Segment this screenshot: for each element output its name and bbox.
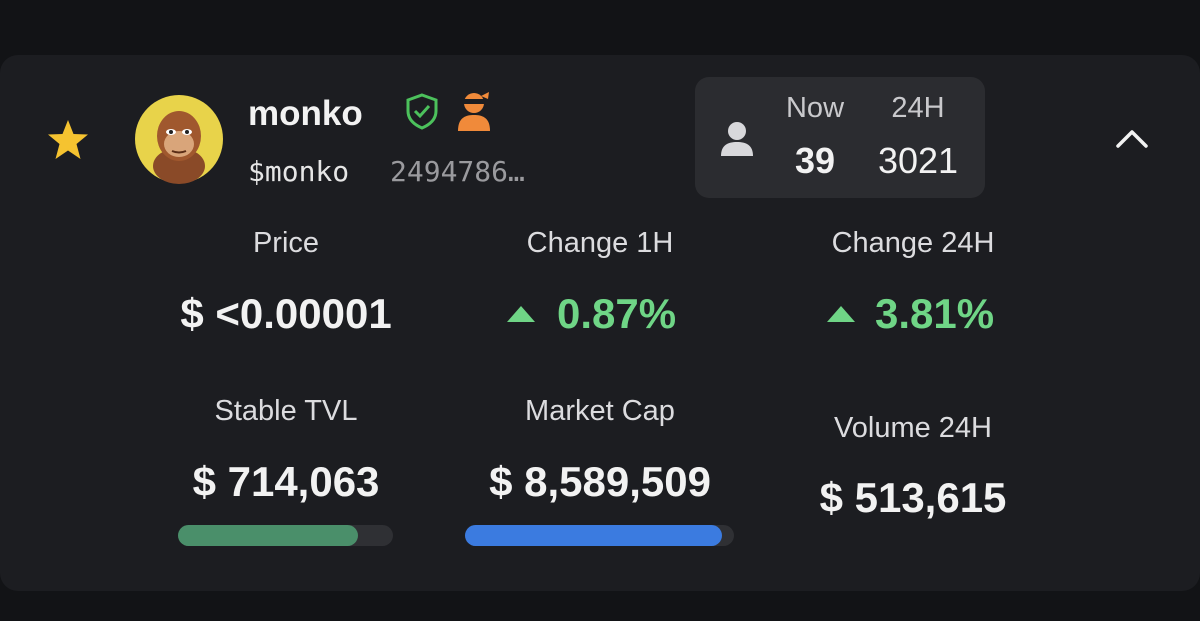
- holders-day: 3021: [877, 140, 959, 181]
- dev-icon: [458, 92, 490, 131]
- up-arrow: [827, 306, 855, 322]
- favorite-star[interactable]: [46, 118, 90, 162]
- holders-day-label: 24H: [891, 92, 945, 124]
- token-avatar: [135, 95, 223, 184]
- stat-value: $ 8,589,509: [489, 458, 711, 505]
- holders-now: 39: [794, 140, 836, 181]
- mcap-bar: [465, 525, 734, 546]
- stat-value: $ 513,615: [819, 474, 1007, 521]
- user-icon: [721, 122, 753, 156]
- token-symbol: $monko: [248, 155, 350, 188]
- tvl-bar-fill: [178, 525, 358, 546]
- stat-label: Market Cap: [525, 395, 675, 427]
- stat-value: 3.81%: [875, 290, 995, 337]
- verified-icon: [406, 93, 438, 130]
- stat-value: $ 714,063: [192, 458, 380, 505]
- tvl-bar: [178, 525, 393, 546]
- stat-value: $ <0.00001: [180, 290, 392, 337]
- token-address[interactable]: 2494786…: [390, 155, 525, 188]
- up-arrow: [507, 306, 535, 322]
- stat-label: Change 1H: [526, 227, 674, 259]
- stat-label: Price: [252, 227, 320, 259]
- stat-label: Stable TVL: [214, 395, 358, 427]
- stat-label: Volume 24H: [834, 412, 992, 444]
- stat-label: Change 24H: [831, 227, 995, 259]
- mcap-bar-fill: [465, 525, 722, 546]
- holders-box: [695, 77, 985, 198]
- holders-now-label: Now: [785, 92, 845, 124]
- token-name: monko: [248, 94, 363, 133]
- collapse-button[interactable]: [1114, 126, 1150, 150]
- stat-value: 0.87%: [557, 290, 677, 337]
